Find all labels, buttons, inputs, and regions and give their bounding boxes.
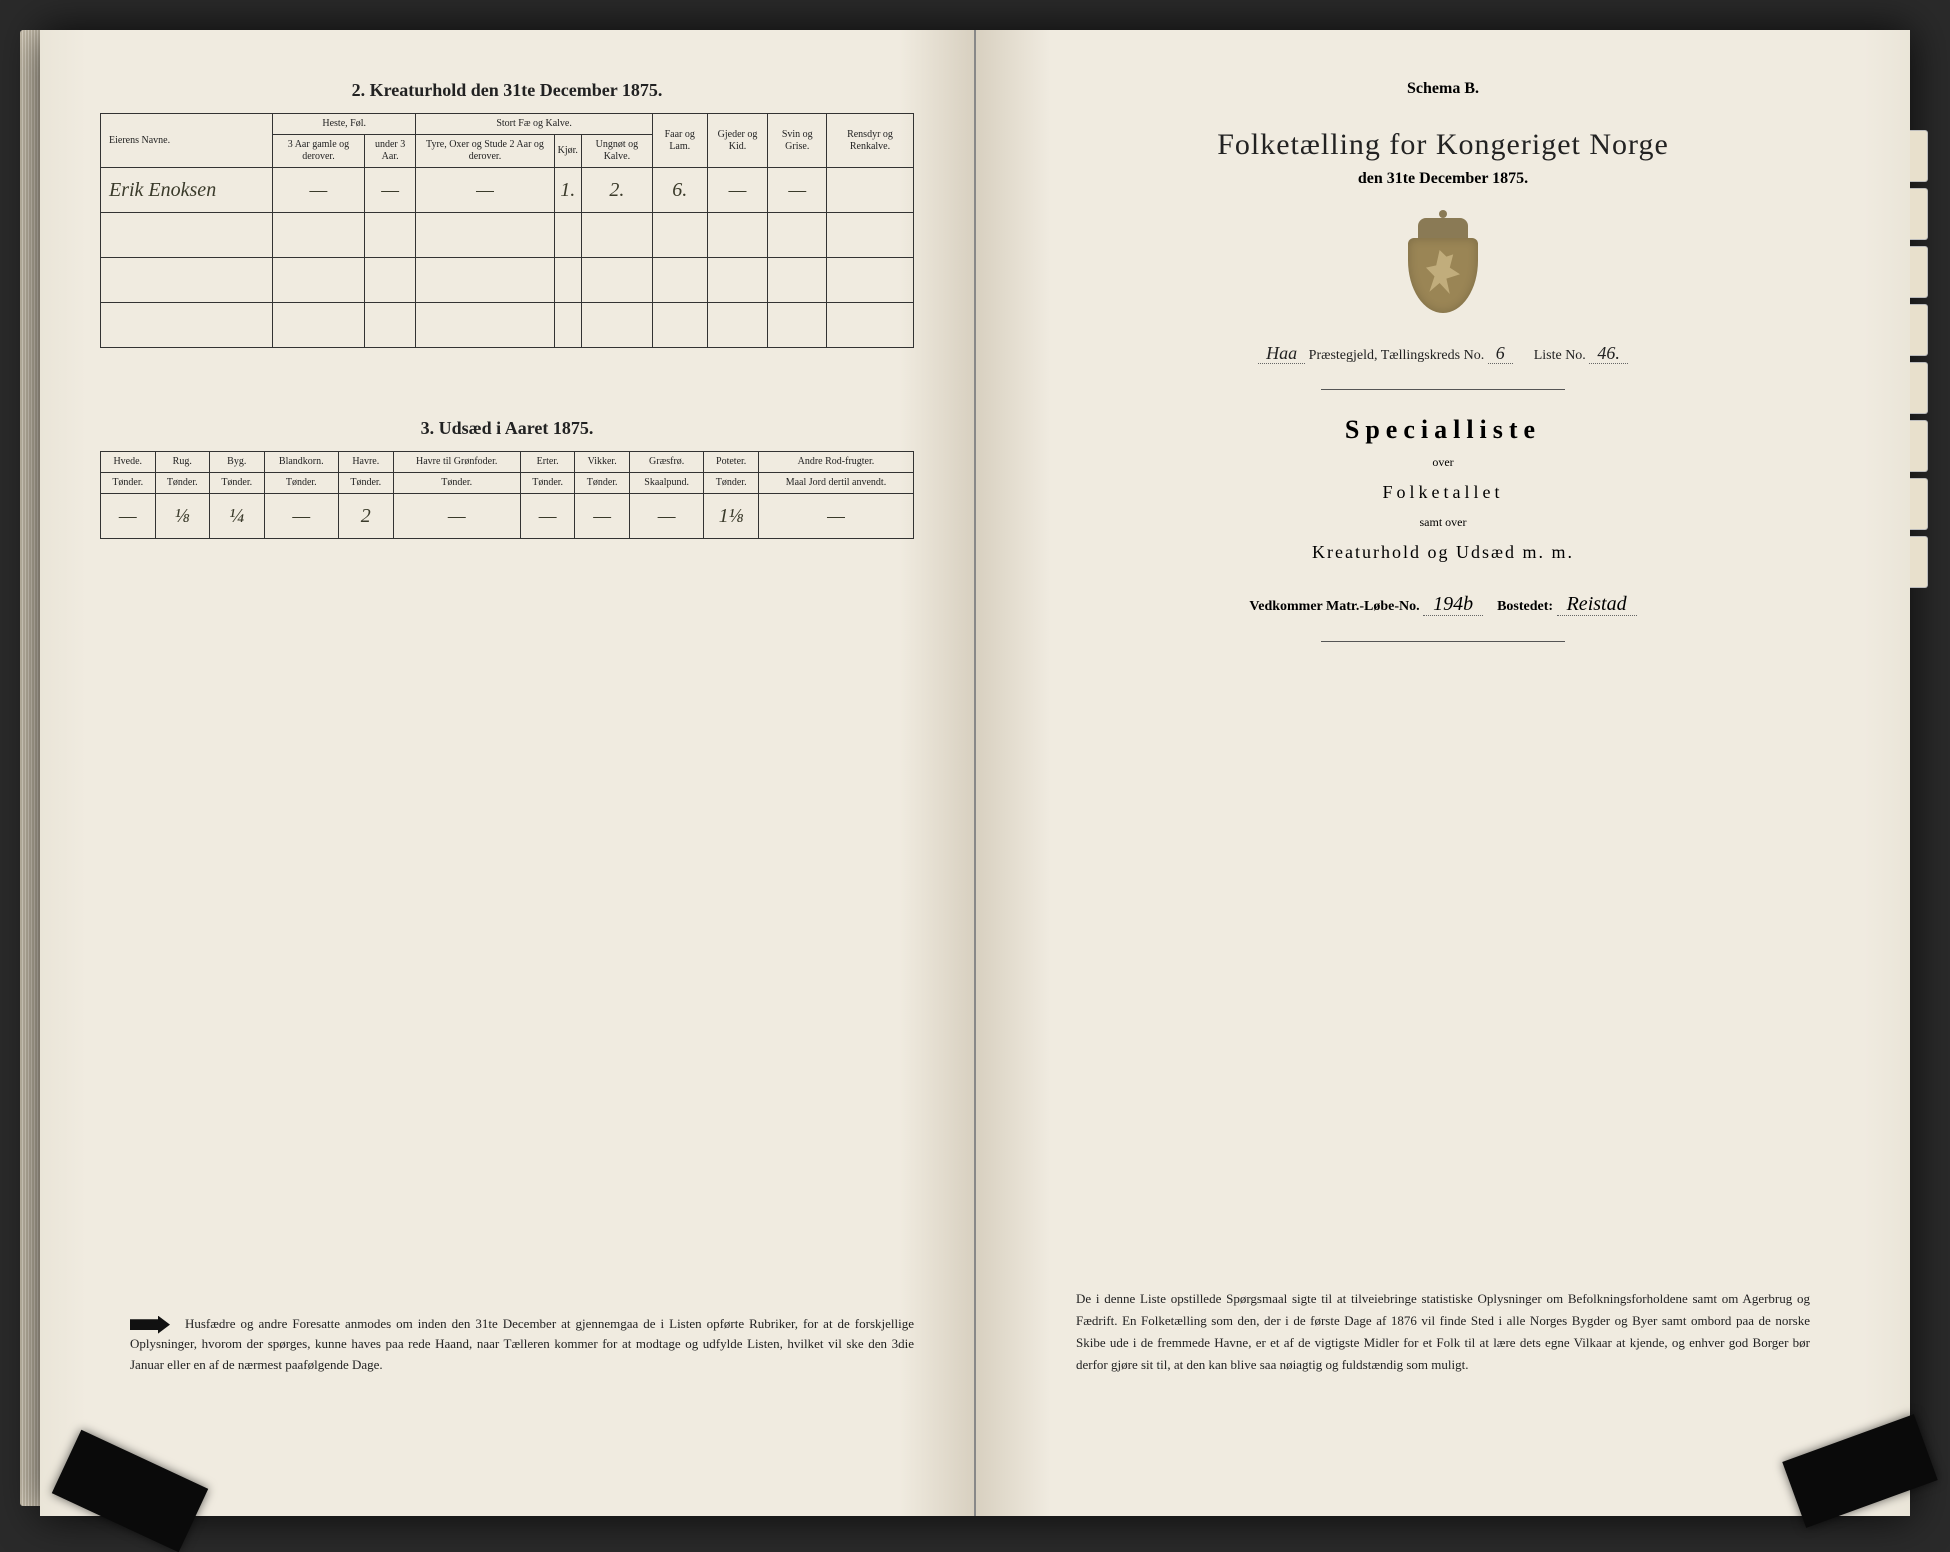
table3-title: 3. Udsæd i Aaret 1875.: [100, 418, 914, 439]
cell-name: Erik Enoksen: [101, 168, 273, 213]
th-g2c: Ungnøt og Kalve.: [581, 135, 652, 168]
th-g2b: Kjør.: [554, 135, 581, 168]
cell: 1⅛: [704, 494, 759, 539]
th-poteter: Poteter.: [704, 452, 759, 473]
th-rensdyr: Rensdyr og Renkalve.: [827, 114, 914, 168]
specialliste-heading: Specialliste: [1036, 415, 1850, 445]
th-heste: Heste, Føl.: [273, 114, 416, 135]
cell: ⅛: [155, 494, 210, 539]
cell: —: [273, 168, 365, 213]
cell: —: [707, 168, 768, 213]
cell: —: [575, 494, 630, 539]
kreds-no: 6: [1488, 343, 1513, 364]
th-g2a: Tyre, Oxer og Stude 2 Aar og derover.: [416, 135, 554, 168]
parish-prefix: Haa: [1258, 343, 1305, 364]
th-g1b: under 3 Aar.: [364, 135, 415, 168]
parish-line: Haa Præstegjeld, Tællingskreds No. 6 Lis…: [1036, 343, 1850, 364]
unit: Tønder.: [339, 473, 394, 494]
unit: Tønder.: [155, 473, 210, 494]
th-havregron: Havre til Grønfoder.: [393, 452, 520, 473]
th-havre: Havre.: [339, 452, 394, 473]
table-row: — ⅛ ¼ — 2 — — — — 1⅛ —: [101, 494, 914, 539]
th-name: Eierens Navne.: [101, 114, 273, 168]
cell: 2.: [581, 168, 652, 213]
cell: —: [768, 168, 827, 213]
cell: —: [520, 494, 575, 539]
th-faar: Faar og Lam.: [652, 114, 707, 168]
right-page: Schema B. Folketælling for Kongeriget No…: [976, 30, 1910, 1516]
cell: ¼: [210, 494, 265, 539]
livestock-table: Eierens Navne. Heste, Føl. Stort Fæ og K…: [100, 113, 914, 348]
right-footer-text: De i denne Liste opstillede Spørgsmaal s…: [1076, 1288, 1810, 1376]
unit: Tønder.: [575, 473, 630, 494]
th-g1a: 3 Aar gamle og derover.: [273, 135, 365, 168]
parish-label: Præstegjeld, Tællingskreds No.: [1309, 348, 1488, 363]
census-main-title: Folketælling for Kongeriget Norge: [1036, 128, 1850, 162]
table2-title: 2. Kreaturhold den 31te December 1875.: [100, 80, 914, 101]
th-rug: Rug.: [155, 452, 210, 473]
th-svin: Svin og Grise.: [768, 114, 827, 168]
matr-label: Vedkommer Matr.-Løbe-No.: [1249, 599, 1419, 614]
norway-coat-of-arms-icon: [1403, 218, 1483, 313]
open-book: 2. Kreaturhold den 31te December 1875. E…: [40, 30, 1910, 1516]
th-hvede: Hvede.: [101, 452, 156, 473]
th-erter: Erter.: [520, 452, 575, 473]
sowing-table: Hvede. Rug. Byg. Blandkorn. Havre. Havre…: [100, 451, 914, 539]
kreatur-heading: Kreaturhold og Udsæd m. m.: [1036, 542, 1850, 563]
unit: Tønder.: [393, 473, 520, 494]
footer-text: Husfædre og andre Foresatte anmodes om i…: [130, 1316, 914, 1373]
cell: [827, 168, 914, 213]
unit-graes: Skaalpund.: [629, 473, 704, 494]
unit: Tønder.: [101, 473, 156, 494]
th-gjeder: Gjeder og Kid.: [707, 114, 768, 168]
divider: [1321, 641, 1565, 642]
cell: 1.: [554, 168, 581, 213]
th-blandkorn: Blandkorn.: [264, 452, 339, 473]
table-row-empty: [101, 303, 914, 348]
cell: 2: [339, 494, 394, 539]
samt-label: samt over: [1036, 515, 1850, 530]
liste-no: 46.: [1589, 343, 1628, 364]
th-vikker: Vikker.: [575, 452, 630, 473]
schema-label: Schema B.: [1036, 80, 1850, 98]
cell: —: [101, 494, 156, 539]
left-footer-note: Husfædre og andre Foresatte anmodes om i…: [130, 1314, 914, 1376]
th-stortfae: Stort Fæ og Kalve.: [416, 114, 653, 135]
binder-clip-right: [1782, 1414, 1937, 1528]
unit: Tønder.: [520, 473, 575, 494]
table-row-empty: [101, 213, 914, 258]
left-page: 2. Kreaturhold den 31te December 1875. E…: [40, 30, 976, 1516]
table-row-empty: [101, 258, 914, 303]
cell: —: [393, 494, 520, 539]
divider: [1321, 389, 1565, 390]
th-andre: Andre Rod-frugter.: [758, 452, 913, 473]
cell: —: [629, 494, 704, 539]
liste-label: Liste No.: [1534, 348, 1586, 363]
bosted-label: Bostedet:: [1497, 599, 1553, 614]
cell: —: [758, 494, 913, 539]
cell: 6.: [652, 168, 707, 213]
over-label: over: [1036, 455, 1850, 470]
page-tabs: [1910, 130, 1928, 1416]
unit: Tønder.: [210, 473, 265, 494]
pointing-hand-icon: [130, 1316, 170, 1334]
census-subtitle: den 31te December 1875.: [1036, 170, 1850, 188]
cell: —: [416, 168, 554, 213]
matr-no: 194b: [1423, 593, 1483, 616]
folketallet-heading: Folketallet: [1036, 482, 1850, 503]
table-row: Erik Enoksen — — — 1. 2. 6. — —: [101, 168, 914, 213]
unit-andre: Maal Jord dertil anvendt.: [758, 473, 913, 494]
unit: Tønder.: [704, 473, 759, 494]
th-byg: Byg.: [210, 452, 265, 473]
binder-clip-left: [52, 1430, 208, 1552]
unit: Tønder.: [264, 473, 339, 494]
bosted-value: Reistad: [1557, 593, 1637, 616]
matr-line: Vedkommer Matr.-Løbe-No. 194b Bostedet: …: [1036, 593, 1850, 616]
cell: —: [364, 168, 415, 213]
th-graesfro: Græsfrø.: [629, 452, 704, 473]
cell: —: [264, 494, 339, 539]
